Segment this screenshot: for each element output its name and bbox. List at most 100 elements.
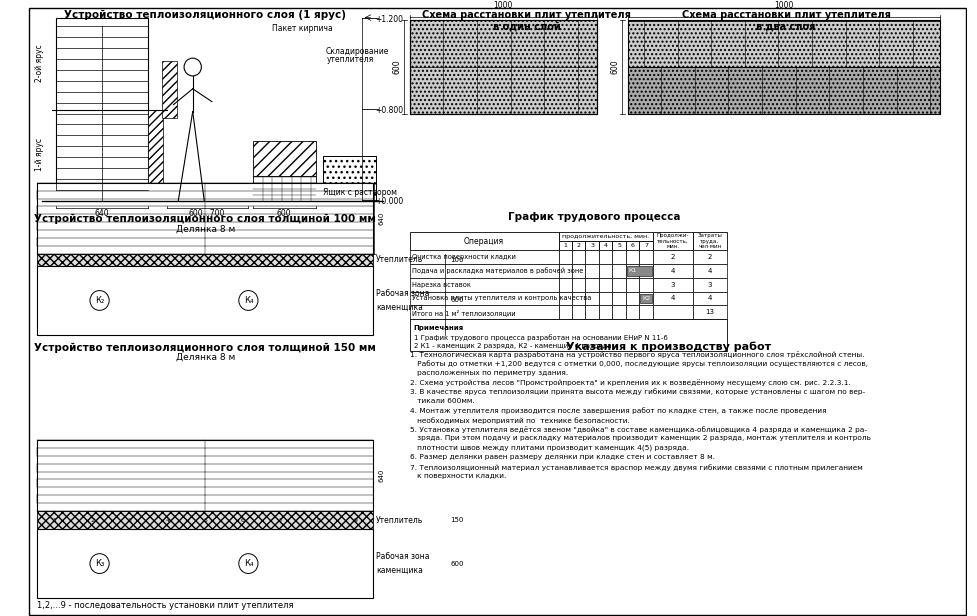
Bar [572, 291, 585, 306]
Text: 1: 1 [563, 243, 567, 248]
Circle shape [184, 58, 201, 76]
Bar [625, 241, 639, 250]
Bar [558, 306, 572, 319]
Bar [572, 264, 585, 278]
Bar [639, 278, 652, 291]
Text: 4: 4 [707, 296, 711, 301]
Bar [612, 291, 625, 306]
Text: 2: 2 [670, 254, 674, 260]
Text: 6: 6 [630, 243, 634, 248]
Bar [612, 264, 625, 278]
Bar [409, 250, 558, 264]
Bar [409, 232, 558, 250]
Text: Продолжи-
тельность,
мин.: Продолжи- тельность, мин. [656, 233, 688, 249]
Bar [572, 241, 585, 250]
Bar [640, 294, 651, 304]
Bar [693, 232, 726, 250]
Text: Работы до отметки +1,200 ведутся с отметки 0,000, последующие ярусы теплоизоляци: Работы до отметки +1,200 ведутся с отмет… [409, 360, 867, 367]
Text: необходимых мероприятий по  технике безопасности.: необходимых мероприятий по технике безоп… [409, 416, 629, 424]
Text: 600...700: 600...700 [189, 209, 225, 219]
Text: 1-й ярус: 1-й ярус [34, 139, 44, 171]
Bar [585, 306, 598, 319]
Bar [625, 291, 639, 306]
Text: +0.000: +0.000 [375, 197, 403, 206]
Text: Примечания: Примечания [413, 325, 463, 331]
Bar [572, 306, 585, 319]
Bar [612, 250, 625, 264]
Bar [693, 278, 726, 291]
Text: Утеплитель: Утеплитель [376, 516, 423, 525]
Text: 4. Монтаж утеплителя производится после завершения работ по кладке стен, а также: 4. Монтаж утеплителя производится после … [409, 407, 826, 414]
Text: 2: 2 [707, 254, 711, 260]
Bar [585, 250, 598, 264]
Text: 1: 1 [53, 517, 57, 522]
Bar [37, 266, 373, 335]
Text: каменщика: каменщика [376, 303, 423, 312]
Text: плотности швов между плитами производит каменщик 4(5) разряда.: плотности швов между плитами производит … [409, 445, 688, 452]
Bar [37, 254, 373, 266]
Text: 7: 7 [643, 243, 647, 248]
Text: Нарезка вставок: Нарезка вставок [411, 282, 470, 288]
Text: 2. Схема устройства лесов "Промстройпроекта" и крепления их к возведённому несущ: 2. Схема устройства лесов "Промстройпрое… [409, 379, 850, 386]
Text: Подача и раскладка материалов в рабочей зоне: Подача и раскладка материалов в рабочей … [411, 267, 582, 274]
Bar [409, 306, 558, 319]
Bar [409, 264, 558, 278]
Bar [585, 278, 598, 291]
Bar [558, 264, 572, 278]
Text: Устройство теплоизоляционного слоя толщиной 100 мм: Устройство теплоизоляционного слоя толщи… [34, 214, 376, 224]
Text: 5: 5 [203, 517, 207, 522]
Text: К₂: К₂ [95, 296, 105, 305]
Bar [558, 232, 652, 241]
Text: 2-ой ярус: 2-ой ярус [34, 44, 44, 82]
Text: 3. В качестве яруса теплоизоляции принята высота между гибкими связями, которые : 3. В качестве яруса теплоизоляции принят… [409, 389, 864, 395]
Text: К₄: К₄ [243, 559, 253, 568]
Bar [37, 440, 373, 511]
Text: 1 График трудового процесса разработан на основании ЕНиР N 11-6: 1 График трудового процесса разработан н… [413, 334, 666, 341]
Text: 6: 6 [240, 517, 244, 522]
Bar [585, 241, 598, 250]
Bar [585, 291, 598, 306]
Text: Рабочая зона: Рабочая зона [376, 289, 429, 298]
Text: 7: 7 [278, 517, 282, 522]
Bar [626, 266, 651, 276]
Bar [148, 110, 163, 201]
Text: 4: 4 [165, 517, 169, 522]
Bar [652, 250, 693, 264]
Text: Утеплитель: Утеплитель [376, 256, 423, 264]
Circle shape [90, 291, 109, 310]
Text: 3: 3 [128, 517, 132, 522]
Text: 4: 4 [707, 268, 711, 274]
Text: Указания к производству работ: Указания к производству работ [566, 341, 771, 352]
Bar [162, 61, 177, 118]
Bar [627, 20, 939, 67]
Bar [639, 241, 652, 250]
Bar [652, 232, 693, 250]
Text: 600: 600 [610, 59, 618, 74]
Bar [693, 250, 726, 264]
Text: Устройство теплоизоляционного слоя (1 ярус): Устройство теплоизоляционного слоя (1 яр… [64, 10, 346, 20]
Bar [598, 241, 612, 250]
Text: Ящик с раствором: Ящик с раствором [323, 188, 397, 197]
Bar [409, 319, 726, 351]
Text: тикали 600мм.: тикали 600мм. [409, 398, 474, 404]
Bar [253, 141, 316, 176]
Bar [572, 278, 585, 291]
Bar [612, 241, 625, 250]
Bar [558, 241, 572, 250]
Text: 2 К1 - каменщик 2 разряда, К2 - каменщик 4 разряда: 2 К1 - каменщик 2 разряда, К2 - каменщик… [413, 343, 611, 349]
Bar [253, 176, 316, 201]
Text: к поверхности кладки.: к поверхности кладки. [409, 473, 505, 479]
Bar [598, 306, 612, 319]
Bar [625, 250, 639, 264]
Bar [37, 511, 373, 529]
Bar [652, 264, 693, 278]
Text: Делянка 8 м: Делянка 8 м [175, 224, 234, 233]
Bar [585, 264, 598, 278]
Text: К₃: К₃ [95, 559, 105, 568]
Text: Затраты
труда,
чел·мин: Затраты труда, чел·мин [697, 233, 721, 249]
Text: Операция: Операция [464, 237, 504, 246]
Bar [652, 278, 693, 291]
Text: зряда. При этом подачу и раскладку материалов производит каменщик 2 разряда, мон: зряда. При этом подачу и раскладку матер… [409, 436, 870, 442]
Text: 8: 8 [316, 517, 319, 522]
Bar [625, 306, 639, 319]
